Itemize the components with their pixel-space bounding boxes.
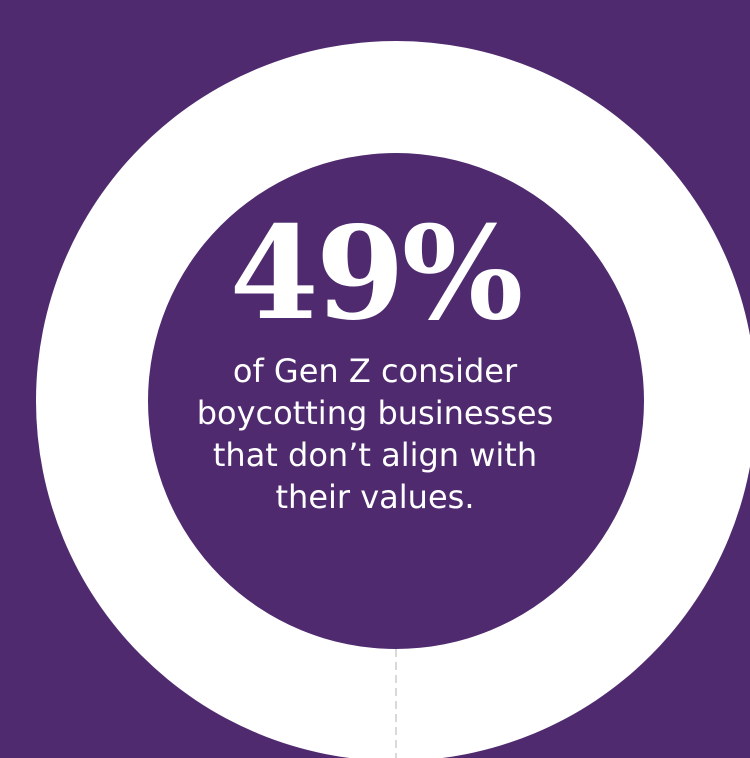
center-text: 49% of Gen Z consider boycotting busines… <box>160 210 590 518</box>
stat-value: 49% <box>229 199 524 349</box>
ring-inner <box>148 153 644 649</box>
stat-caption: of Gen Z consider boycotting businesses … <box>196 352 554 516</box>
